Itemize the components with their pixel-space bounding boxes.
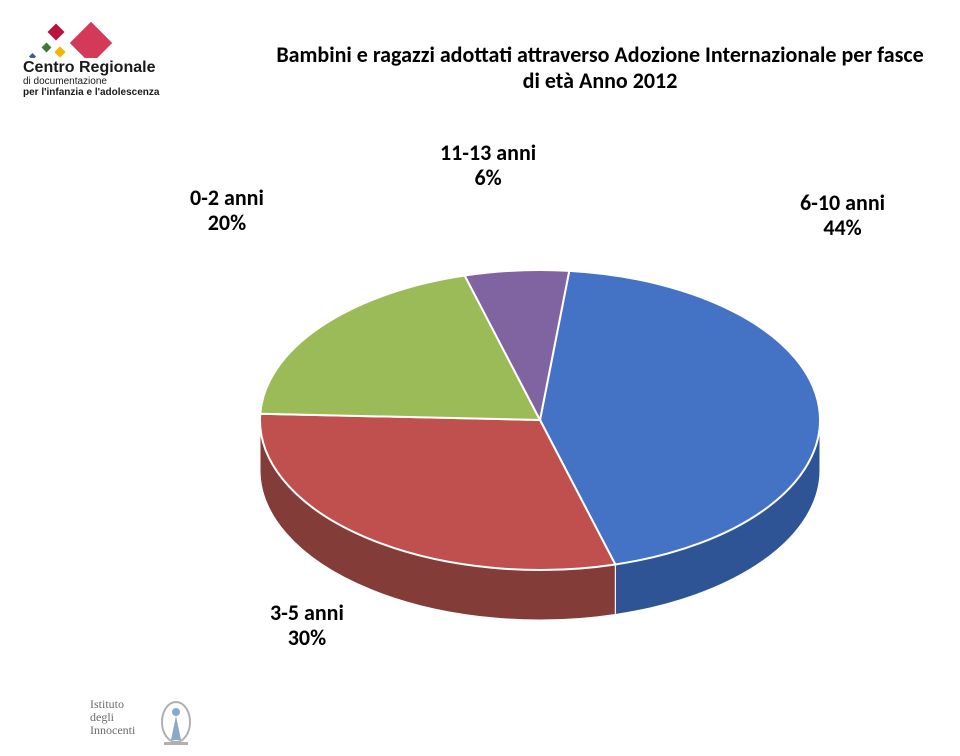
logo-diamonds-icon	[8, 8, 233, 58]
logo-top-line2: di documentazione	[23, 76, 233, 87]
pie-label: 6-10 anni 44%	[800, 190, 885, 241]
logo-istituto-innocenti: Istituto degli Innocenti	[90, 698, 230, 750]
logo-top-line1: Centro Regionale	[23, 60, 233, 76]
logo-centro-regionale: Centro Regionale di documentazione per l…	[8, 8, 233, 108]
pie-label: 0-2 anni 20%	[190, 185, 264, 236]
pie-chart: 6-10 anni 44% 3-5 anni 30% 0-2 anni 20% 11-…	[140, 140, 900, 700]
pie-label: 3-5 anni 30%	[270, 600, 344, 651]
innocenti-emblem-icon	[156, 698, 196, 748]
pie-label: 11-13 anni 6%	[440, 140, 536, 191]
logo-bottom-line3: Innocenti	[90, 724, 135, 737]
chart-title: Bambini e ragazzi adottati attraverso Ad…	[250, 42, 950, 95]
logo-top-line3: per l'infanzia e l'adolescenza	[23, 87, 233, 98]
